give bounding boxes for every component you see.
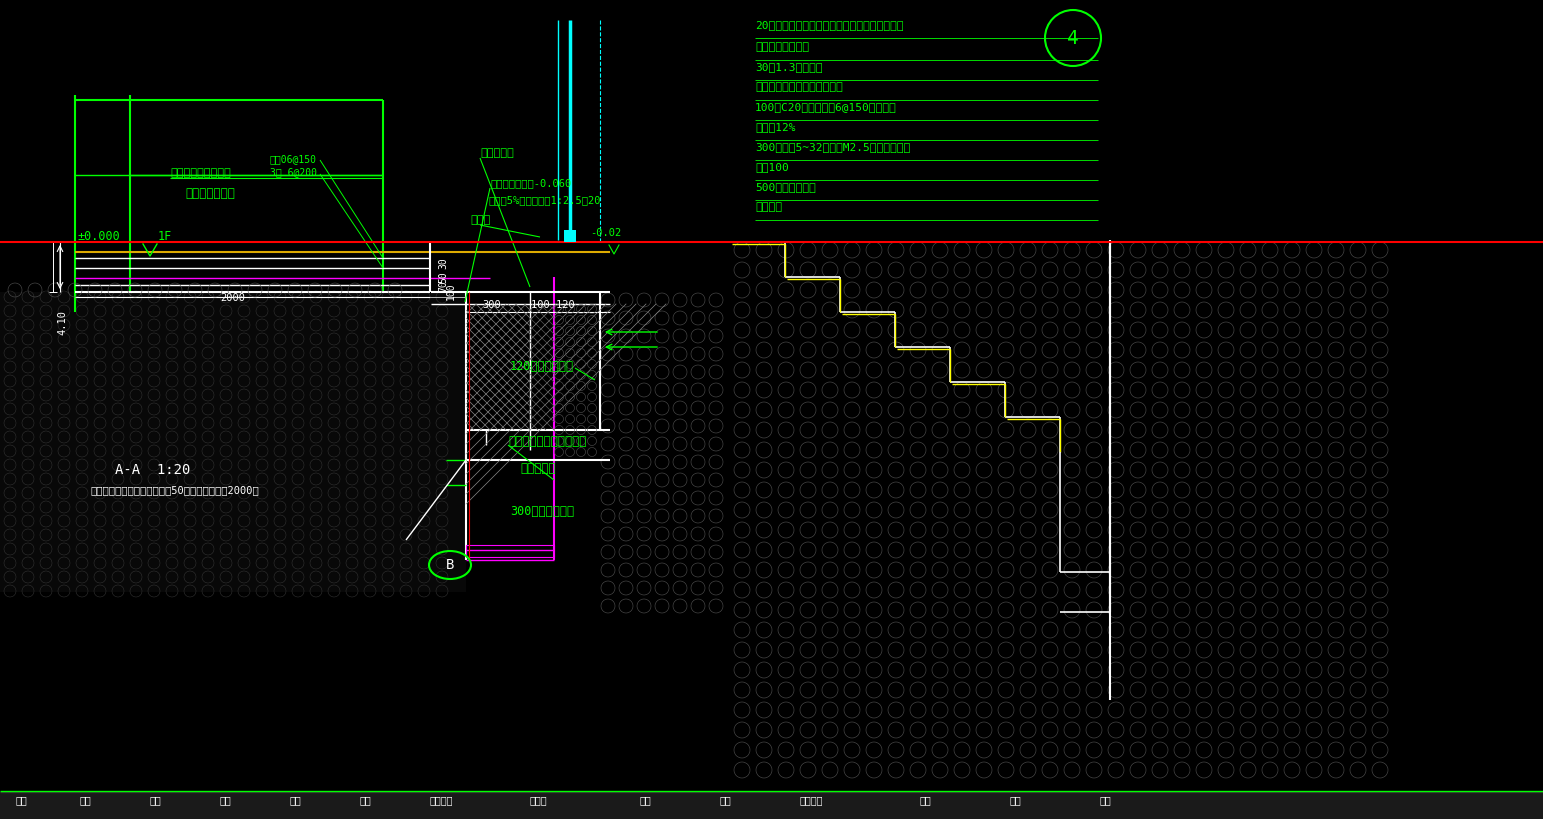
Bar bbox=[565, 230, 576, 242]
Text: 标高设置防潮层-0.060: 标高设置防潮层-0.060 bbox=[491, 178, 571, 188]
Text: 密封膏: 密封膏 bbox=[471, 215, 491, 225]
Text: 向外掖12%: 向外掖12% bbox=[755, 122, 796, 132]
Text: 居家: 居家 bbox=[1011, 795, 1021, 805]
Text: 参数: 参数 bbox=[150, 795, 162, 805]
Text: 素土夹实: 素土夹实 bbox=[755, 202, 782, 212]
Text: 20厚荔莉来面花岗岩石，背面及四周边涂涂防污: 20厚荔莉来面花岗岩石，背面及四周边涂涂防污 bbox=[755, 20, 904, 30]
Text: 居家: 居家 bbox=[1100, 795, 1113, 805]
Text: B: B bbox=[446, 558, 454, 572]
Text: 基础见结施: 基础见结施 bbox=[520, 462, 555, 475]
Text: 模型: 模型 bbox=[15, 795, 26, 805]
Text: -0.02: -0.02 bbox=[589, 228, 622, 238]
Text: 主入口防寒门斗: 主入口防寒门斗 bbox=[185, 187, 235, 200]
Text: 100原C20混凝土配笧6@150，台阶面: 100原C20混凝土配笧6@150，台阶面 bbox=[755, 102, 896, 112]
Text: 布局: 布局 bbox=[80, 795, 91, 805]
Text: 100: 100 bbox=[446, 282, 457, 300]
Bar bbox=[466, 545, 554, 557]
Text: 居家: 居家 bbox=[640, 795, 651, 805]
Text: 出层100: 出层100 bbox=[755, 162, 788, 172]
Text: 100 120: 100 120 bbox=[531, 300, 574, 310]
Bar bbox=[0, 292, 466, 592]
Text: 4: 4 bbox=[1068, 29, 1079, 48]
Text: 内筆06@150: 内筆06@150 bbox=[270, 154, 316, 164]
Text: 参数: 参数 bbox=[290, 795, 302, 805]
Text: 桥塑型保温板至基础深底: 桥塑型保温板至基础深底 bbox=[508, 435, 586, 448]
Text: 居家: 居家 bbox=[920, 795, 932, 805]
Text: 500厚中粗沙垒层: 500厚中粗沙垒层 bbox=[755, 182, 816, 192]
Text: 300厚中粗沙垒层: 300厚中粗沙垒层 bbox=[511, 505, 574, 518]
Text: ±0.000: ±0.000 bbox=[79, 230, 120, 243]
Text: 300厚粒彧5~32卩小石M2.5混合沙浆，宽: 300厚粒彧5~32卩小石M2.5混合沙浆，宽 bbox=[755, 142, 910, 152]
Text: 70: 70 bbox=[438, 280, 447, 292]
Text: 混凝土垒层: 混凝土垒层 bbox=[480, 148, 514, 158]
Text: 2000: 2000 bbox=[221, 293, 245, 303]
Text: 参数: 参数 bbox=[221, 795, 231, 805]
Bar bbox=[0, 792, 1543, 819]
Text: 居家: 居家 bbox=[721, 795, 731, 805]
Text: 3⑩ 6@200: 3⑩ 6@200 bbox=[270, 167, 316, 177]
Text: 楼面做法详见装修表: 楼面做法详见装修表 bbox=[170, 168, 231, 178]
Text: 微技术: 微技术 bbox=[529, 795, 548, 805]
Text: 注：此图据实际情况应四周偐50厚刹缝间距设为2000。: 注：此图据实际情况应四周偐50厚刹缝间距设为2000。 bbox=[89, 485, 259, 495]
Text: 30厚1.3水泥沙浆: 30厚1.3水泥沙浆 bbox=[755, 62, 822, 72]
Text: 50: 50 bbox=[438, 271, 447, 283]
Text: 选择: 选择 bbox=[360, 795, 372, 805]
Text: 木拳奏番: 木拳奏番 bbox=[430, 795, 454, 805]
Text: 120厚水泥实心砖: 120厚水泥实心砖 bbox=[511, 360, 574, 373]
Text: 渐水泥浆一道（内添建筑胶）: 渐水泥浆一道（内添建筑胶） bbox=[755, 82, 842, 92]
Text: A-A  1:20: A-A 1:20 bbox=[116, 463, 190, 477]
Text: 30: 30 bbox=[438, 257, 447, 269]
Text: 1F: 1F bbox=[157, 230, 173, 243]
Text: 防水剁5%水泥沙浆搞1:2.5厔20: 防水剁5%水泥沙浆搞1:2.5厔20 bbox=[488, 195, 600, 205]
Text: 300: 300 bbox=[481, 300, 501, 310]
Text: 4.10: 4.10 bbox=[57, 310, 66, 335]
Text: 居家拼据: 居家拼据 bbox=[799, 795, 824, 805]
Text: 涂，渐水泥浆锐缝: 涂，渐水泥浆锐缝 bbox=[755, 42, 809, 52]
